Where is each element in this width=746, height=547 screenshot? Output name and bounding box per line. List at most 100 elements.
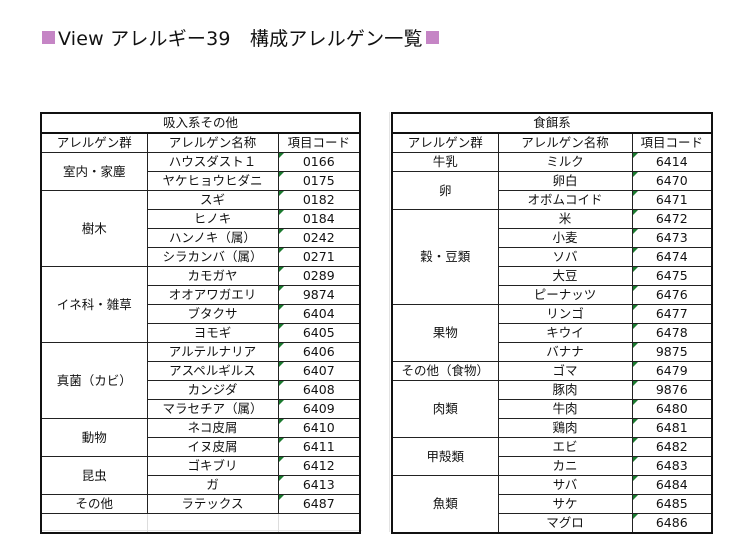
- item-code-cell: 6485: [631, 494, 713, 514]
- allergen-name-cell: シラカンバ（属）: [146, 247, 279, 267]
- table-row: 牛乳 ミルク 6414: [391, 152, 713, 172]
- item-code-cell: 6407: [277, 361, 361, 381]
- allergen-name-cell: サバ: [497, 475, 633, 495]
- allergen-name-cell: ピーナッツ: [497, 285, 633, 305]
- group-cell: 室内・家塵: [40, 152, 148, 191]
- item-code-cell: 6480: [631, 399, 713, 419]
- allergen-name-cell: 豚肉: [497, 380, 633, 400]
- page-title: View アレルギー39 構成アレルゲン一覧: [42, 24, 439, 51]
- allergen-name-cell: 小麦: [497, 228, 633, 248]
- table-row: 魚類 サバ 6484: [391, 475, 713, 534]
- group-cell: 牛乳: [391, 152, 499, 172]
- allergen-name-cell: ネコ皮屑: [146, 418, 279, 438]
- item-code-cell: 9875: [631, 342, 713, 362]
- blank-row: [40, 513, 361, 534]
- group-cell: 穀・豆類: [391, 209, 499, 305]
- table-row: 動物 ネコ皮屑 6410: [40, 418, 361, 457]
- item-code-cell: 6406: [277, 342, 361, 362]
- column-header-name: アレルゲン名称: [497, 132, 633, 153]
- item-code-cell: 6413: [277, 475, 361, 495]
- header-row: アレルゲン群 アレルゲン名称 項目コード: [40, 132, 361, 153]
- allergen-name-cell: オボムコイド: [497, 190, 633, 210]
- allergen-name-cell: 米: [497, 209, 633, 229]
- table-row: 樹木 スギ 0182: [40, 190, 361, 267]
- allergen-name-cell: カモガヤ: [146, 266, 279, 286]
- table-row: ブタクサ 6404: [41, 304, 361, 324]
- item-code-cell: 6414: [631, 152, 713, 172]
- allergen-name-cell: 大豆: [497, 266, 633, 286]
- column-header-name: アレルゲン名称: [146, 132, 279, 153]
- allergen-name-cell: マラセチア（属）: [146, 399, 279, 419]
- allergen-name-cell: オオアワガエリ: [146, 285, 279, 305]
- item-code-cell: 6476: [631, 285, 713, 305]
- item-code-cell: 0166: [277, 152, 361, 172]
- caption-row: 食餌系: [391, 112, 713, 134]
- item-code-cell: 6475: [631, 266, 713, 286]
- item-code-cell: 6411: [277, 437, 361, 457]
- item-code-cell: 6473: [631, 228, 713, 248]
- table-row: 昆虫 ゴキブリ 6412: [40, 456, 361, 495]
- item-code-cell: 6477: [631, 304, 713, 324]
- item-code-cell: 6484: [631, 475, 713, 495]
- group-cell: 卵: [391, 171, 499, 210]
- food-allergen-table: 食餌系 アレルゲン群 アレルゲン名称 項目コード 牛乳 ミルク 6414 卵卵白 6470 オボム…: [391, 112, 713, 534]
- table-row: アスペルギルス 6407: [41, 361, 361, 381]
- table-row: 大豆 6475: [392, 266, 713, 286]
- allergen-name-cell: ラテックス: [146, 494, 279, 514]
- allergen-name-cell: バナナ: [497, 342, 633, 362]
- allergen-name-cell: アルテルナリア: [146, 342, 279, 362]
- table-row: 室内・家塵 ハウスダスト１ 0166: [40, 152, 361, 191]
- table-row: 卵卵白 6470: [391, 171, 713, 210]
- item-code-cell: 6478: [631, 323, 713, 343]
- header-row: アレルゲン群 アレルゲン名称 項目コード: [391, 132, 713, 153]
- allergen-name-cell: ヒノキ: [146, 209, 279, 229]
- group-cell: 果物: [391, 304, 499, 362]
- allergen-name-cell: ソバ: [497, 247, 633, 267]
- group-cell: 真菌（カビ）: [40, 342, 148, 419]
- table-row: 果物 リンゴ 6477: [391, 304, 713, 362]
- column-header-code: 項目コード: [631, 132, 713, 153]
- table-row: マラセチア（属） 6409: [41, 399, 361, 419]
- table-row: その他（食物） ゴマ 6479: [391, 361, 713, 381]
- allergen-name-cell: スギ: [146, 190, 279, 210]
- group-cell: イネ科・雑草: [40, 266, 148, 343]
- column-header-code: 項目コード: [277, 132, 361, 153]
- group-cell: 甲殻類: [391, 437, 499, 476]
- item-code-cell: 6486: [631, 513, 713, 534]
- item-code-cell: 0182: [277, 190, 361, 210]
- allergen-name-cell: アスペルギルス: [146, 361, 279, 381]
- item-code-cell: 0242: [277, 228, 361, 248]
- allergen-name-cell: ミルク: [497, 152, 633, 172]
- group-cell: 樹木: [40, 190, 148, 267]
- table-row: 小麦 6473: [392, 228, 713, 248]
- item-code-cell: 6487: [277, 494, 361, 514]
- item-code-cell: 6410: [277, 418, 361, 438]
- table-row: キウイ 6478: [392, 323, 713, 343]
- blank-cell: [277, 513, 361, 534]
- table-row: ピーナッツ 6476: [392, 285, 713, 305]
- page-title-text: View アレルギー39 構成アレルゲン一覧: [58, 28, 423, 50]
- caption-row: 吸入系その他: [40, 112, 361, 134]
- item-code-cell: 6404: [277, 304, 361, 324]
- title-square-left: [42, 31, 55, 44]
- item-code-cell: 6405: [277, 323, 361, 343]
- allergen-name-cell: ハウスダスト１: [146, 152, 279, 172]
- item-code-cell: 6409: [277, 399, 361, 419]
- item-code-cell: 0289: [277, 266, 361, 286]
- allergen-name-cell: ガ: [146, 475, 279, 495]
- group-cell: 昆虫: [40, 456, 148, 495]
- allergen-name-cell: ブタクサ: [146, 304, 279, 324]
- item-code-cell: 6471: [631, 190, 713, 210]
- item-code-cell: 6481: [631, 418, 713, 438]
- blank-cell: [40, 513, 148, 534]
- title-square-right: [425, 31, 439, 44]
- table-row: ソバ 6474: [392, 247, 713, 267]
- column-header-group: アレルゲン群: [391, 132, 499, 153]
- allergen-name-cell: サケ: [497, 494, 633, 514]
- table-row: マグロ 6486: [392, 513, 713, 534]
- allergen-name-cell: 牛肉: [497, 399, 633, 419]
- allergen-name-cell: イヌ皮屑: [146, 437, 279, 457]
- allergen-name-cell: 卵白: [497, 171, 633, 191]
- allergen-name-cell: ハンノキ（属）: [146, 228, 279, 248]
- table-row: ヤケヒョウヒダニ 0175: [41, 171, 361, 191]
